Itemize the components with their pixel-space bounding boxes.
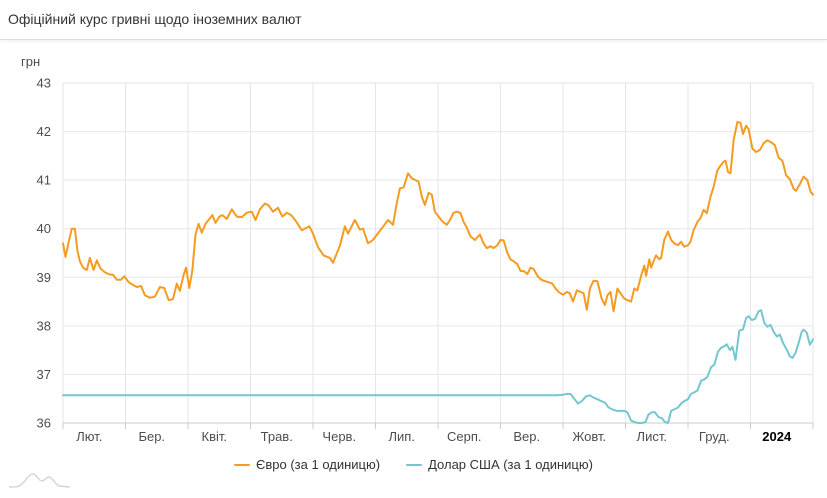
x-tick-label: Квіт. xyxy=(202,429,228,444)
chart-header: Офіційний курс гривні щодо іноземних вал… xyxy=(0,0,827,40)
y-tick-label: 38 xyxy=(37,318,51,333)
legend: Євро (за 1 одиницю) Долар США (за 1 один… xyxy=(0,457,827,472)
y-tick-label: 41 xyxy=(37,173,51,188)
y-tick-label: 40 xyxy=(37,221,51,236)
x-tick-label: Черв. xyxy=(322,429,356,444)
y-tick-label: 37 xyxy=(37,367,51,382)
y-tick-label: 43 xyxy=(37,76,51,91)
x-tick-label: Жовт. xyxy=(572,429,606,444)
x-tick-label: Лют. xyxy=(76,429,102,444)
x-tick-label: Лип. xyxy=(389,429,415,444)
y-tick-label: 42 xyxy=(37,124,51,139)
x-tick-label: 2024 xyxy=(762,429,792,444)
euro-line-swatch xyxy=(234,463,251,466)
legend-item-euro[interactable]: Євро (за 1 одиницю) xyxy=(234,457,380,472)
usd-line-swatch xyxy=(406,463,423,466)
legend-item-usd[interactable]: Долар США (за 1 одиницю) xyxy=(406,457,593,472)
x-tick-label: Бер. xyxy=(138,429,165,444)
y-axis-title: грн xyxy=(21,54,41,69)
legend-label-usd: Долар США (за 1 одиницю) xyxy=(428,457,593,472)
x-tick-label: Вер. xyxy=(513,429,540,444)
page-title: Офіційний курс гривні щодо іноземних вал… xyxy=(8,11,302,27)
usd-series-line xyxy=(62,309,814,424)
x-tick-label: Серп. xyxy=(447,429,482,444)
euro-series-line xyxy=(62,120,814,313)
y-tick-label: 39 xyxy=(37,270,51,285)
x-tick-label: Трав. xyxy=(261,429,293,444)
x-tick-label: Лист. xyxy=(637,429,667,444)
sparkline-logo-icon xyxy=(8,473,71,488)
legend-label-euro: Євро (за 1 одиницю) xyxy=(256,457,381,472)
y-tick-label: 36 xyxy=(37,416,51,431)
x-tick-label: Груд. xyxy=(699,429,730,444)
